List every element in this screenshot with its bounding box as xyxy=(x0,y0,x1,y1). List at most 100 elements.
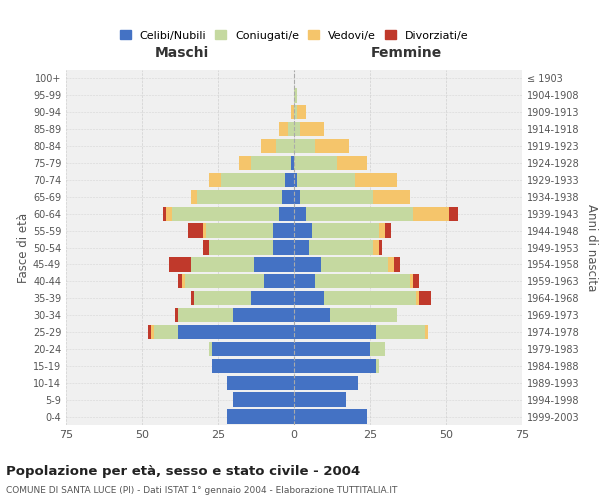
Bar xyxy=(178,274,182,288)
Text: Popolazione per età, sesso e stato civile - 2004: Popolazione per età, sesso e stato civil… xyxy=(6,465,360,478)
Bar xyxy=(373,240,379,254)
Bar xyxy=(325,291,416,306)
Text: Femmine: Femmine xyxy=(371,46,442,60)
Bar xyxy=(151,325,154,339)
Bar xyxy=(203,224,206,238)
Y-axis label: Anni di nascita: Anni di nascita xyxy=(585,204,598,291)
Bar xyxy=(337,156,367,170)
Bar xyxy=(312,224,379,238)
Bar xyxy=(419,291,431,306)
Bar xyxy=(291,156,294,170)
Bar xyxy=(178,325,294,339)
Bar xyxy=(194,291,251,306)
Bar xyxy=(197,190,282,204)
Text: COMUNE DI SANTA LUCE (PI) - Dati ISTAT 1° gennaio 2004 - Elaborazione TUTTITALIA: COMUNE DI SANTA LUCE (PI) - Dati ISTAT 1… xyxy=(6,486,397,495)
Bar xyxy=(413,206,449,221)
Bar xyxy=(169,257,191,272)
Bar xyxy=(254,257,294,272)
Bar xyxy=(294,88,297,102)
Bar xyxy=(203,240,209,254)
Bar xyxy=(251,156,291,170)
Bar xyxy=(227,410,294,424)
Bar xyxy=(182,274,185,288)
Bar xyxy=(291,105,294,120)
Bar xyxy=(394,257,400,272)
Bar xyxy=(288,122,294,136)
Bar xyxy=(175,308,178,322)
Bar xyxy=(273,240,294,254)
Bar xyxy=(294,190,300,204)
Bar xyxy=(233,392,294,407)
Bar xyxy=(212,358,294,373)
Bar xyxy=(282,190,294,204)
Bar xyxy=(294,308,331,322)
Bar xyxy=(221,172,285,187)
Bar xyxy=(410,274,413,288)
Bar xyxy=(294,224,312,238)
Bar xyxy=(331,308,397,322)
Bar xyxy=(294,122,300,136)
Bar xyxy=(209,240,273,254)
Bar xyxy=(300,122,325,136)
Bar xyxy=(294,392,346,407)
Bar xyxy=(425,325,428,339)
Bar xyxy=(294,410,367,424)
Bar xyxy=(251,291,294,306)
Text: Maschi: Maschi xyxy=(154,46,209,60)
Bar xyxy=(379,224,385,238)
Bar xyxy=(294,156,337,170)
Bar xyxy=(294,376,358,390)
Bar xyxy=(260,139,276,154)
Bar xyxy=(379,240,382,254)
Bar xyxy=(273,224,294,238)
Bar xyxy=(191,190,197,204)
Bar xyxy=(148,325,151,339)
Bar xyxy=(449,206,458,221)
Bar xyxy=(294,342,370,356)
Bar xyxy=(178,308,233,322)
Bar xyxy=(188,224,203,238)
Bar xyxy=(239,156,251,170)
Bar xyxy=(297,105,306,120)
Bar xyxy=(227,376,294,390)
Bar xyxy=(315,139,349,154)
Bar xyxy=(297,172,355,187)
Bar xyxy=(370,342,385,356)
Bar xyxy=(233,308,294,322)
Bar xyxy=(279,122,288,136)
Bar xyxy=(209,172,221,187)
Bar xyxy=(294,240,309,254)
Bar xyxy=(413,274,419,288)
Legend: Celibi/Nubili, Coniugati/e, Vedovi/e, Divorziati/e: Celibi/Nubili, Coniugati/e, Vedovi/e, Di… xyxy=(115,26,473,45)
Bar xyxy=(294,274,315,288)
Bar xyxy=(294,139,315,154)
Bar xyxy=(416,291,419,306)
Bar xyxy=(294,291,325,306)
Bar xyxy=(166,206,172,221)
Bar xyxy=(294,358,376,373)
Bar xyxy=(285,172,294,187)
Bar xyxy=(322,257,388,272)
Bar xyxy=(185,274,263,288)
Bar xyxy=(294,325,376,339)
Bar xyxy=(163,206,166,221)
Bar xyxy=(306,206,413,221)
Bar xyxy=(191,291,194,306)
Bar xyxy=(300,190,373,204)
Bar xyxy=(263,274,294,288)
Bar xyxy=(388,257,394,272)
Bar xyxy=(212,342,294,356)
Bar xyxy=(172,206,279,221)
Bar xyxy=(376,358,379,373)
Y-axis label: Fasce di età: Fasce di età xyxy=(17,212,30,282)
Bar xyxy=(373,190,410,204)
Bar xyxy=(294,172,297,187)
Bar xyxy=(206,224,273,238)
Bar xyxy=(279,206,294,221)
Bar xyxy=(294,257,322,272)
Bar xyxy=(191,257,254,272)
Bar xyxy=(209,342,212,356)
Bar xyxy=(154,325,178,339)
Bar xyxy=(294,206,306,221)
Bar xyxy=(294,105,297,120)
